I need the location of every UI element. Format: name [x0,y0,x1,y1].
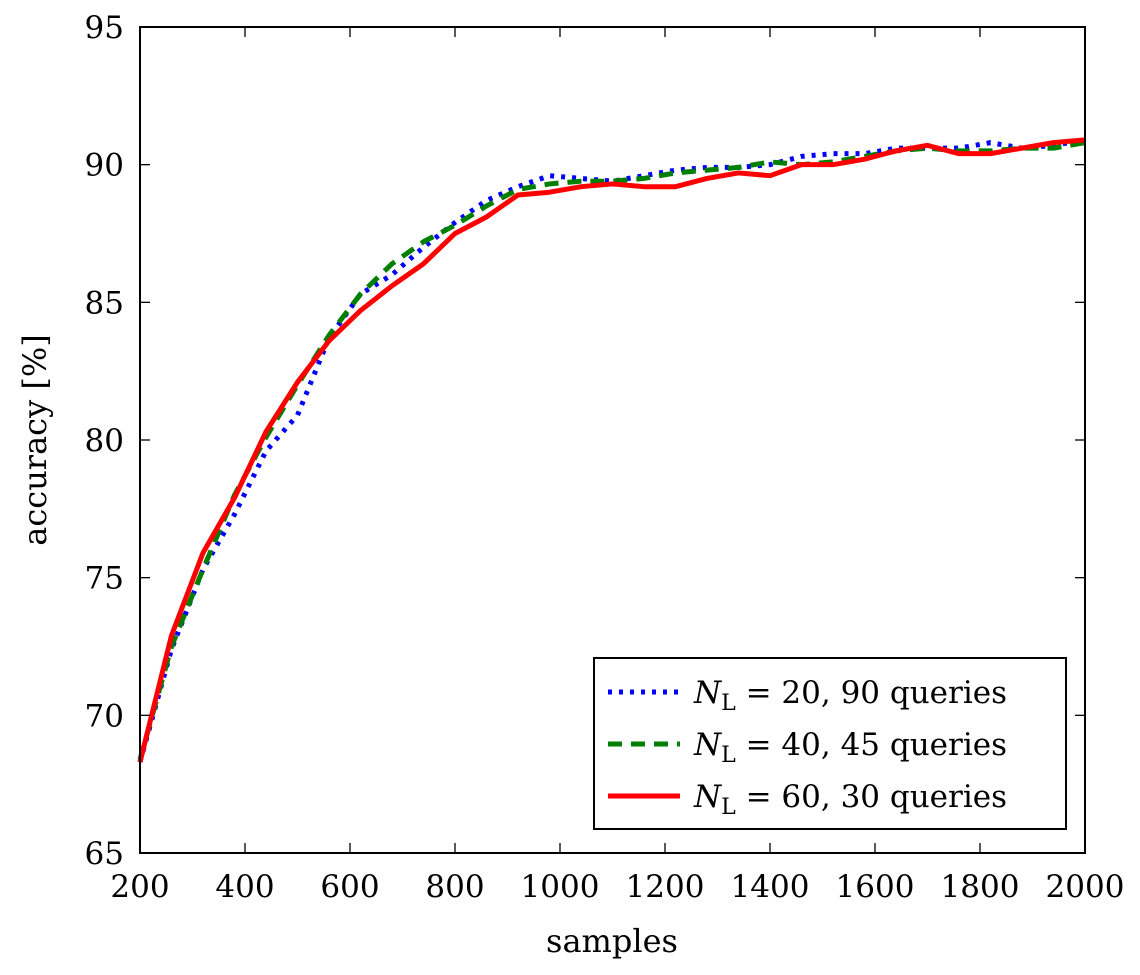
series-line-3 [137,137,1086,763]
x-tick-label: 800 [425,869,484,905]
x-tick-label: 200 [110,869,169,905]
y-tick-label: 80 [85,423,124,459]
x-tick-label: 2000 [1046,869,1125,905]
y-tick-label: 70 [85,698,124,734]
y-tick-label: 75 [85,561,124,597]
legend: NL = 20, 90 queries NL = 40, 45 queries NL… [593,657,1067,830]
x-tick-label: 1600 [836,869,915,905]
x-tick-label: 1000 [521,869,600,905]
plot-lines [137,137,1086,763]
legend-label-2: NL = 40, 45 queries [693,727,1007,768]
y-axis-title: accuracy [%] [16,334,54,545]
x-axis-title: samples [546,922,678,960]
y-tick-label: 85 [85,285,124,321]
y-tick-label: 65 [85,836,124,872]
x-tick-label: 400 [215,869,274,905]
x-tick-label: 600 [320,869,379,905]
x-tick-label: 1800 [941,869,1020,905]
y-tick-label: 90 [85,148,124,184]
legend-label-3: NL = 60, 30 queries [693,779,1007,820]
x-tick-label: 1200 [626,869,705,905]
axis-ticks [139,26,1086,854]
legend-box [593,657,1067,830]
y-tick-label: 95 [85,10,124,46]
x-tick-label: 1400 [731,869,810,905]
tick-labels: 200 400 600 800 1000 1200 1400 1600 1800 2000 65 70… [85,10,1125,905]
legend-label-1: NL = 20, 90 queries [693,675,1007,716]
